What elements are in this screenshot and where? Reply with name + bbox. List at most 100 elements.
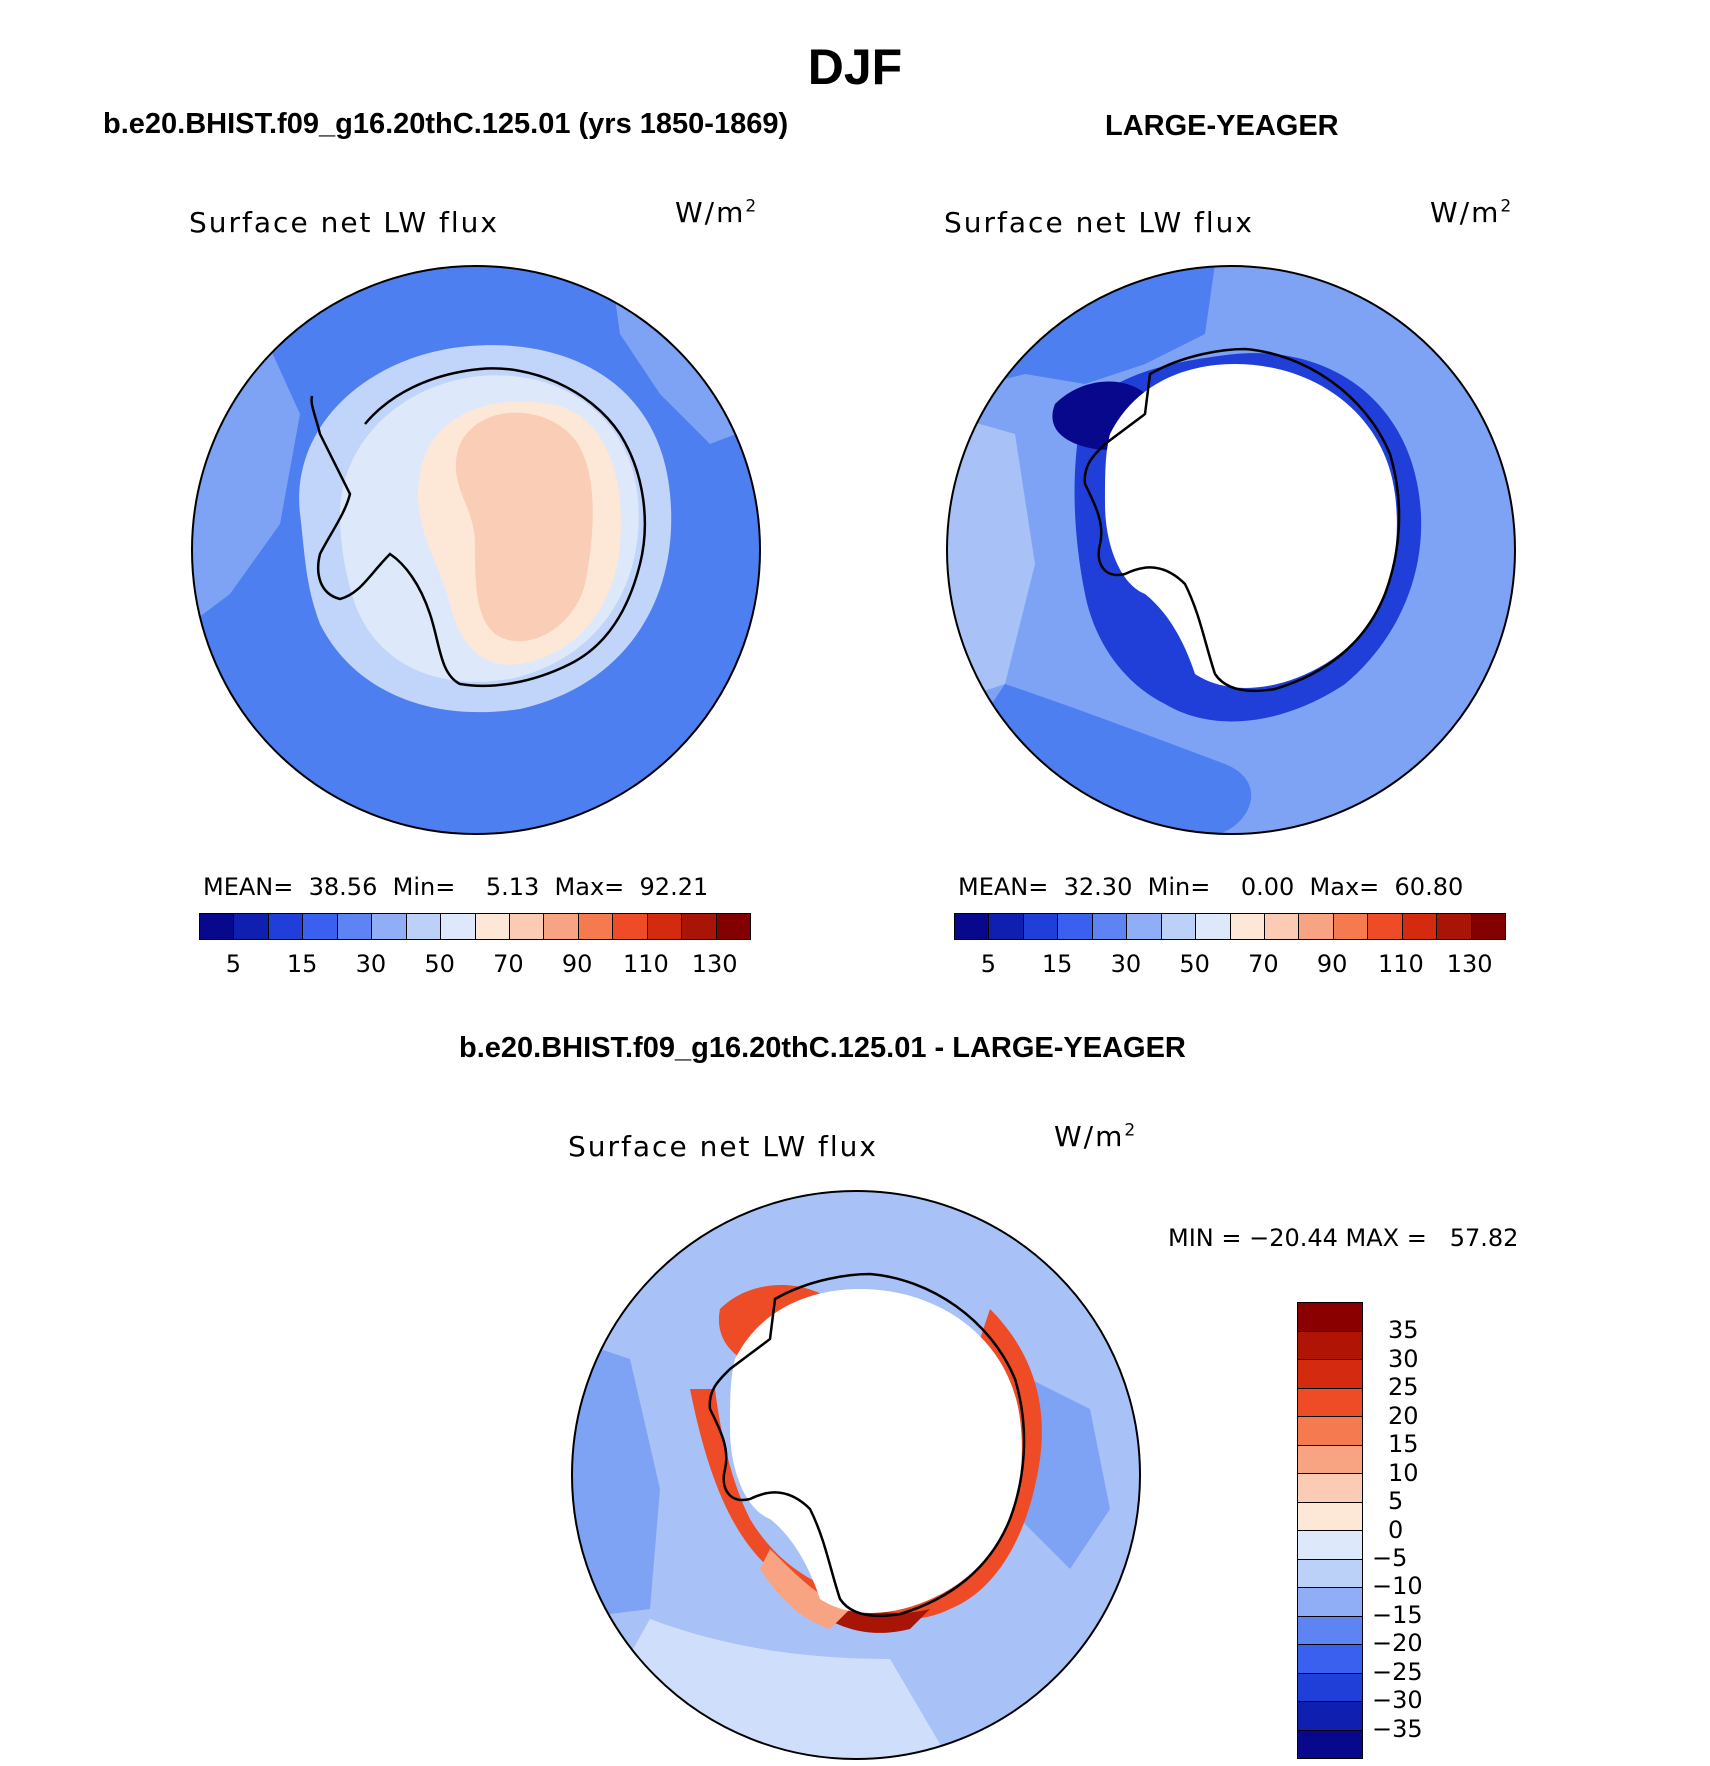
colorbar-tick-label: −10 xyxy=(1372,1572,1423,1601)
colorbar-swatch xyxy=(303,914,338,939)
colorbar-tick-label: −5 xyxy=(1372,1543,1408,1572)
panel3-variable-label: Surface net LW flux xyxy=(568,1130,878,1163)
colorbar-swatch xyxy=(200,914,235,939)
colorbar-swatch xyxy=(406,914,442,939)
panel1-units: W/m2 xyxy=(675,196,759,229)
panel2-land-mask xyxy=(1105,364,1397,688)
colorbar-swatch xyxy=(1298,1388,1362,1417)
colorbar-swatch xyxy=(1298,1417,1362,1446)
panel1-map-border xyxy=(191,265,761,835)
panel2-colorbar xyxy=(954,913,1506,940)
panel1-field xyxy=(192,266,760,834)
colorbar-swatch xyxy=(1298,1616,1362,1645)
colorbar-tick-label: 25 xyxy=(1388,1373,1419,1402)
colorbar-tick-label: 90 xyxy=(1316,950,1348,978)
colorbar-swatch xyxy=(1196,914,1231,939)
panel1-colorbar-ticks: 5 15 30 50 70 90 110 130 xyxy=(199,950,749,980)
panel3-coastline xyxy=(708,1272,1026,1618)
colorbar-tick-label: 30 xyxy=(1388,1344,1419,1373)
panel3-map-border xyxy=(571,1190,1141,1760)
colorbar-swatch xyxy=(1298,1730,1362,1758)
colorbar-swatch xyxy=(1161,914,1197,939)
colorbar-tick-label: 130 xyxy=(1446,950,1493,978)
panel3-field xyxy=(572,1191,1140,1759)
colorbar-tick-label: −15 xyxy=(1372,1600,1423,1629)
colorbar-tick-label: 0 xyxy=(1388,1515,1404,1544)
colorbar-swatch xyxy=(1298,1331,1362,1360)
colorbar-tick-label: −30 xyxy=(1372,1686,1423,1715)
panel3-min-max: MIN = −20.44 MAX = 57.82 xyxy=(1168,1224,1519,1252)
colorbar-tick-label: 15 xyxy=(286,950,318,978)
colorbar-swatch xyxy=(1298,1474,1362,1503)
panel1-title: b.e20.BHIST.f09_g16.20thC.125.01 (yrs 18… xyxy=(103,108,789,140)
colorbar-tick-label: 30 xyxy=(355,950,387,978)
colorbar-tick-label: −25 xyxy=(1372,1657,1423,1686)
colorbar-swatch xyxy=(1298,1303,1362,1332)
colorbar-tick-label: 5 xyxy=(1388,1487,1404,1516)
colorbar-swatch xyxy=(1264,914,1300,939)
colorbar-tick-label: 110 xyxy=(1377,950,1424,978)
colorbar-swatch xyxy=(1127,914,1162,939)
colorbar-swatch xyxy=(475,914,510,939)
colorbar-swatch xyxy=(1298,1531,1362,1560)
colorbar-swatch xyxy=(1298,1673,1362,1702)
panel3-map xyxy=(571,1190,1141,1760)
colorbar-swatch xyxy=(1299,914,1334,939)
colorbar-tick-label: 5 xyxy=(980,950,997,978)
colorbar-tick-label: 30 xyxy=(1110,950,1142,978)
colorbar-tick-label: 90 xyxy=(561,950,593,978)
colorbar-tick-label: 50 xyxy=(1179,950,1210,978)
panel2-title: LARGE-YEAGER xyxy=(1105,110,1339,142)
panel1-plateau xyxy=(455,412,593,642)
colorbar-swatch xyxy=(647,914,683,939)
colorbar-swatch xyxy=(1298,1645,1362,1674)
panel2-ocean-light-west xyxy=(947,414,1035,704)
panel2-map-border xyxy=(946,265,1516,835)
colorbar-tick-label: 70 xyxy=(493,950,524,978)
panel2-stats: MEAN= 32.30 Min= 0.00 Max= 60.80 xyxy=(958,873,1464,901)
colorbar-tick-label: 20 xyxy=(1388,1401,1419,1430)
colorbar-tick-label: 10 xyxy=(1388,1458,1419,1487)
colorbar-tick-label: −35 xyxy=(1372,1714,1423,1743)
panel3-land-mask xyxy=(730,1289,1022,1613)
colorbar-tick-label: 50 xyxy=(424,950,455,978)
colorbar-tick-label: 15 xyxy=(1388,1430,1419,1459)
panel2-colorbar-ticks: 5 15 30 50 70 90 110 130 xyxy=(954,950,1504,980)
colorbar-tick-label: 130 xyxy=(691,950,738,978)
colorbar-swatch xyxy=(234,914,269,939)
colorbar-swatch xyxy=(955,914,990,939)
colorbar-swatch xyxy=(1298,1588,1362,1617)
colorbar-swatch xyxy=(441,914,476,939)
panel3-colorbar xyxy=(1297,1302,1363,1759)
panel3-ocean-mid-west xyxy=(572,1339,660,1619)
colorbar-swatch xyxy=(682,914,717,939)
colorbar-swatch xyxy=(1298,1502,1362,1531)
panel1-coastline xyxy=(310,367,647,688)
colorbar-tick-label: 110 xyxy=(622,950,669,978)
colorbar-swatch xyxy=(1437,914,1472,939)
colorbar-swatch xyxy=(268,914,304,939)
colorbar-swatch xyxy=(1471,914,1505,939)
panel3-coastal-pale xyxy=(760,1549,850,1629)
colorbar-tick-label: 15 xyxy=(1041,950,1073,978)
panel2-map xyxy=(946,265,1516,835)
colorbar-swatch xyxy=(544,914,579,939)
colorbar-swatch xyxy=(1092,914,1128,939)
colorbar-tick-label: 70 xyxy=(1248,950,1279,978)
colorbar-swatch xyxy=(509,914,545,939)
colorbar-swatch xyxy=(1058,914,1093,939)
panel1-stats: MEAN= 38.56 Min= 5.13 Max= 92.21 xyxy=(203,873,709,901)
panel3-title: b.e20.BHIST.f09_g16.20thC.125.01 - LARGE… xyxy=(459,1032,1186,1064)
colorbar-swatch xyxy=(1402,914,1438,939)
colorbar-tick-label: 5 xyxy=(225,950,242,978)
colorbar-swatch xyxy=(1298,1445,1362,1474)
colorbar-swatch xyxy=(1023,914,1059,939)
colorbar-tick-label: 35 xyxy=(1388,1316,1419,1345)
colorbar-tick-label: −20 xyxy=(1372,1629,1423,1658)
colorbar-swatch xyxy=(1298,1559,1362,1588)
panel3-coastal-ring xyxy=(690,1309,1042,1620)
colorbar-swatch xyxy=(1230,914,1265,939)
panel3-units: W/m2 xyxy=(1054,1120,1138,1153)
panel3-colorbar-ticks: 35 30 25 20 15 10 5 0 −5 −10 −15 −20 −25 −30 −35 xyxy=(1372,1302,1482,1757)
colorbar-swatch xyxy=(613,914,648,939)
